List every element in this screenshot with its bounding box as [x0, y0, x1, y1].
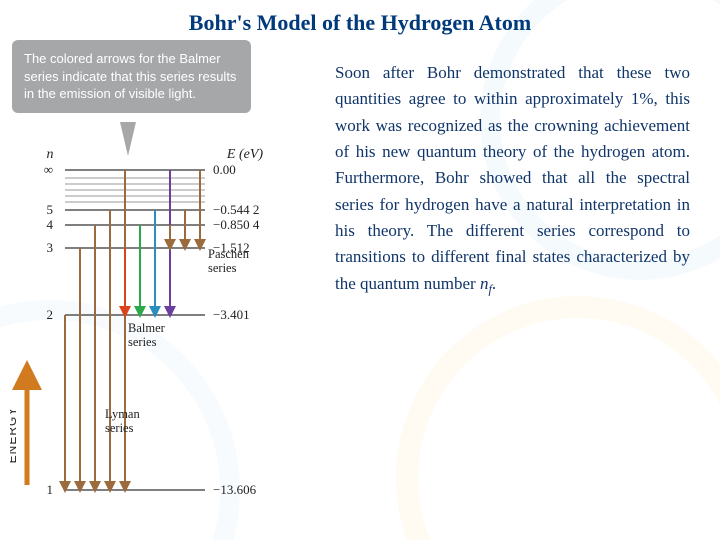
svg-text:3: 3: [47, 240, 54, 255]
bg-decor: [396, 296, 720, 540]
body-paragraph: Soon after Bohr demonstrated that these …: [335, 60, 690, 299]
svg-text:series: series: [128, 335, 157, 349]
energy-level-diagram: nE (eV)∞0.005−0.544 24−0.850 43−1.5122−3…: [10, 140, 300, 530]
svg-text:0.00: 0.00: [213, 162, 236, 177]
body-text-end: .: [492, 274, 496, 293]
svg-text:E (eV): E (eV): [226, 147, 263, 162]
svg-text:1: 1: [47, 482, 54, 497]
svg-text:n: n: [47, 147, 54, 162]
callout-box: The colored arrows for the Balmer series…: [12, 40, 251, 113]
svg-text:5: 5: [47, 202, 54, 217]
svg-text:ENERGY: ENERGY: [10, 407, 19, 464]
svg-text:Paschen: Paschen: [208, 247, 250, 261]
svg-text:−3.401: −3.401: [213, 307, 250, 322]
svg-text:2: 2: [47, 307, 54, 322]
svg-text:Lyman: Lyman: [105, 407, 140, 421]
svg-text:Balmer: Balmer: [128, 321, 166, 335]
page-title: Bohr's Model of the Hydrogen Atom: [0, 10, 720, 36]
svg-text:series: series: [105, 421, 134, 435]
svg-text:4: 4: [47, 217, 54, 232]
body-text: Soon after Bohr demonstrated that these …: [335, 63, 690, 293]
svg-text:−0.544 2: −0.544 2: [213, 202, 259, 217]
svg-text:∞: ∞: [44, 162, 53, 177]
svg-text:series: series: [208, 261, 237, 275]
svg-text:−13.606: −13.606: [213, 482, 257, 497]
svg-text:−0.850 4: −0.850 4: [213, 217, 260, 232]
